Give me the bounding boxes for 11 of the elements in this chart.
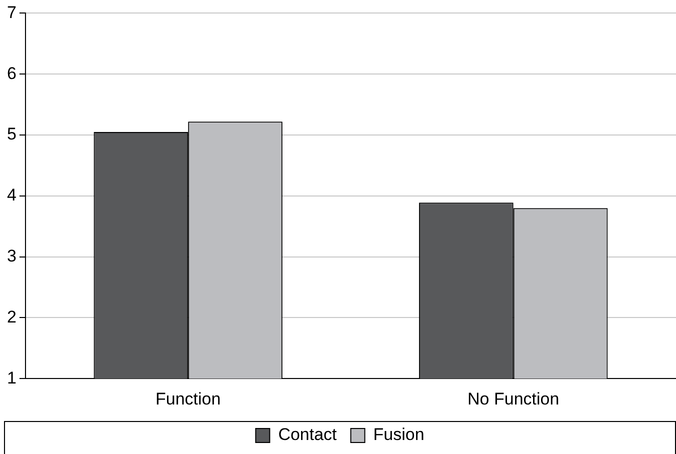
- y-tick-label: 1: [6, 368, 16, 388]
- y-tick-label: 4: [6, 186, 16, 205]
- x-tick-label: No Function: [468, 389, 560, 408]
- y-tick-label: 2: [6, 307, 16, 326]
- legend-label: Fusion: [373, 425, 424, 444]
- y-tick-label: 6: [6, 64, 16, 83]
- y-tick-label: 7: [6, 2, 16, 22]
- x-tick-label: Function: [155, 389, 221, 408]
- y-tick-label: 3: [6, 246, 16, 266]
- legend-label: Contact: [278, 425, 338, 444]
- y-tick-label: 5: [6, 124, 16, 144]
